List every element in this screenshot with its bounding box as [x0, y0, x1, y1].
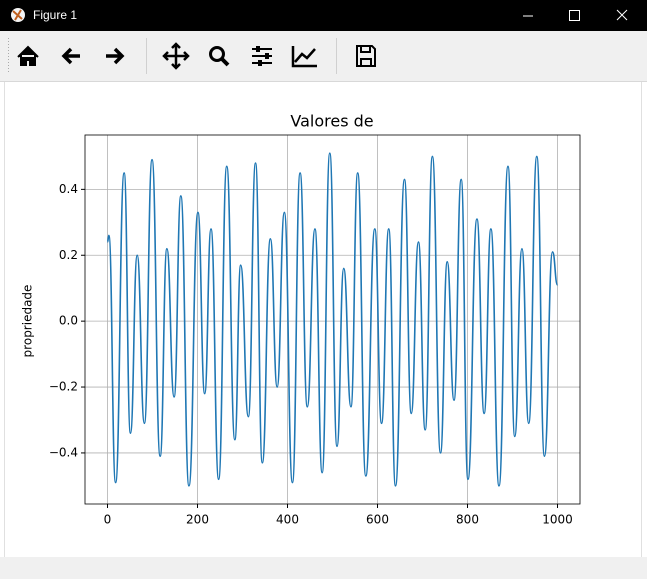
maximize-button[interactable]	[569, 10, 580, 21]
slider-knob	[258, 60, 262, 66]
chart-title: Valores de	[290, 112, 373, 131]
zoom-handle	[220, 57, 230, 67]
window-title: Figure 1	[33, 8, 77, 22]
app-icon-glyph	[12, 9, 23, 21]
title-bar	[0, 0, 647, 31]
x-tick-label: 0	[104, 513, 112, 527]
x-tick-label: 400	[276, 513, 299, 527]
slider-knob	[265, 53, 269, 59]
y-tick-label: −0.4	[49, 445, 78, 459]
zoom-button[interactable]	[209, 46, 225, 62]
data-line	[106, 152, 559, 487]
toolbar	[0, 31, 647, 81]
y-tick-label: 0.2	[59, 248, 78, 262]
save-button[interactable]	[356, 45, 376, 67]
plot: Valores de propriedade 0 200 400 600 800 1000…	[21, 112, 581, 527]
home-button[interactable]	[17, 45, 39, 66]
pan-button[interactable]	[162, 42, 190, 70]
x-tick-label: 600	[366, 513, 389, 527]
status-bar	[0, 557, 647, 579]
close-button[interactable]	[616, 9, 628, 21]
back-button[interactable]	[61, 47, 80, 65]
y-axis-label: propriedade	[21, 285, 35, 358]
slider-knob	[256, 46, 260, 52]
axes-frame	[84, 134, 581, 505]
x-tick-label: 800	[456, 513, 479, 527]
x-tick-label: 1000	[542, 513, 573, 527]
y-tick-label: −0.2	[49, 380, 78, 394]
axes-button[interactable]	[291, 46, 317, 68]
y-tick-label: 0.4	[59, 182, 78, 196]
forward-button[interactable]	[106, 47, 125, 65]
y-tick-label: 0.0	[59, 314, 78, 328]
x-tick-label: 200	[186, 513, 209, 527]
